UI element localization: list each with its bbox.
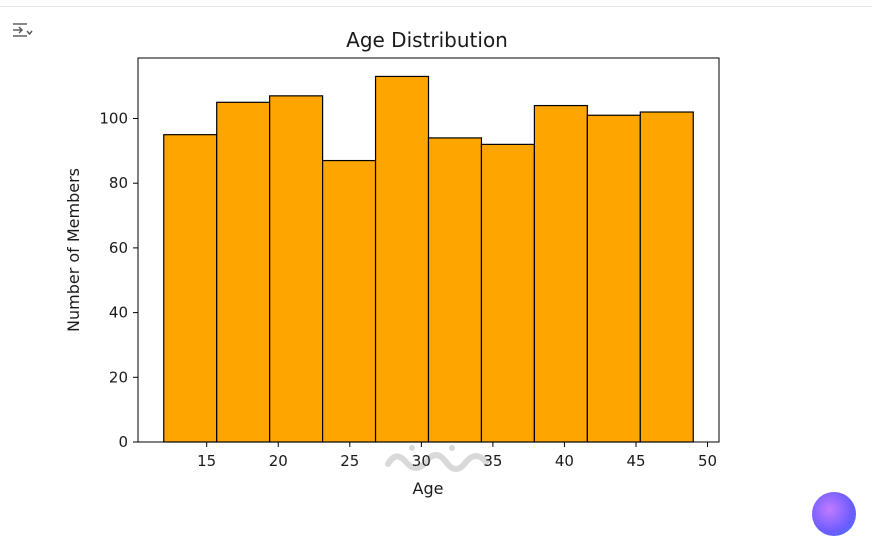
histogram-bar: [480, 143, 535, 443]
y-axis: 0 20 40 60 80 100: [99, 109, 138, 451]
y-tick-label: 40: [109, 304, 128, 322]
y-tick-label: 20: [109, 368, 128, 386]
y-tick-label: 60: [109, 239, 128, 257]
y-tick-label: 80: [109, 174, 128, 192]
x-tick-label: 40: [555, 452, 574, 470]
chart-title: Age Distribution: [346, 28, 508, 52]
x-tick-label: 45: [626, 452, 645, 470]
x-tick-label: 20: [269, 452, 288, 470]
histogram-bar: [269, 95, 324, 443]
histogram-bar: [322, 159, 377, 443]
histogram-bar: [427, 137, 483, 443]
histogram-bar: [163, 134, 218, 443]
histogram-bar: [533, 104, 588, 443]
histogram-bar: [639, 111, 694, 443]
x-tick-label: 30: [412, 452, 431, 470]
x-tick-label: 35: [483, 452, 502, 470]
histogram-bar: [216, 101, 271, 443]
y-tick-label: 100: [99, 109, 128, 127]
x-tick-label: 15: [197, 452, 216, 470]
plot-frame: [137, 57, 720, 443]
x-tick-label: 50: [698, 452, 717, 470]
y-axis-label: Number of Members: [64, 168, 83, 332]
histogram-bar: [586, 114, 641, 443]
x-axis: 15 20 25 30 35 40 45 50: [197, 442, 717, 470]
y-tick-label: 0: [118, 433, 128, 451]
output-toggle-icon[interactable]: [10, 20, 34, 40]
assistant-bubble-icon[interactable]: [812, 492, 856, 536]
bars-group: [163, 75, 694, 443]
cell-divider: [0, 6, 872, 7]
x-axis-label: Age: [413, 479, 444, 498]
histogram-chart: Age Distribution 15 20 25 30 35 40 45 50 0 20 40 6…: [64, 28, 720, 498]
x-tick-label: 25: [340, 452, 359, 470]
histogram-bar: [374, 75, 430, 443]
